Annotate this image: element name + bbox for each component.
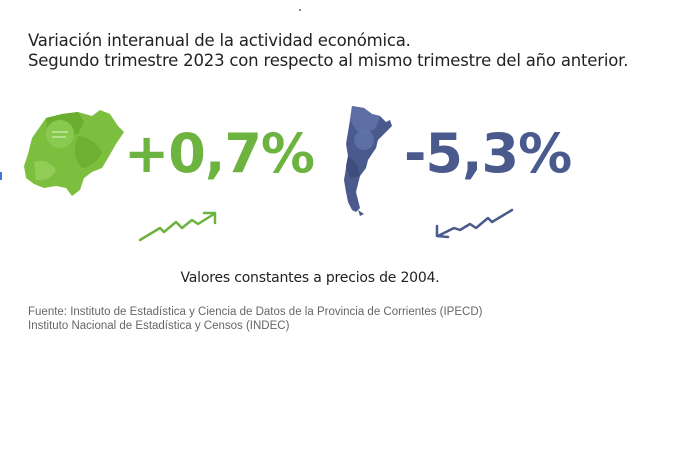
decorative-dot xyxy=(299,9,301,11)
constant-prices-note: Valores constantes a precios de 2004. xyxy=(180,270,440,286)
title-line-2: Segundo trimestre 2023 con respecto al m… xyxy=(28,51,629,70)
source-line-2: Instituto Nacional de Estadística y Cens… xyxy=(28,320,290,332)
corrientes-map-icon xyxy=(24,110,124,196)
source-citation: Fuente: Instituto de Estadística y Cienc… xyxy=(28,305,482,333)
argentina-map-icon xyxy=(344,106,392,216)
corrientes-value: +0,7% xyxy=(124,122,315,185)
edge-marker xyxy=(0,172,2,180)
page-title: Variación interanual de la actividad eco… xyxy=(28,31,628,71)
trend-up-arrow-icon xyxy=(138,211,217,242)
source-line-1: Fuente: Instituto de Estadística y Cienc… xyxy=(28,306,483,318)
title-line-1: Variación interanual de la actividad eco… xyxy=(28,31,411,50)
argentina-value: -5,3% xyxy=(404,122,572,185)
trend-down-arrow-icon xyxy=(435,208,514,239)
